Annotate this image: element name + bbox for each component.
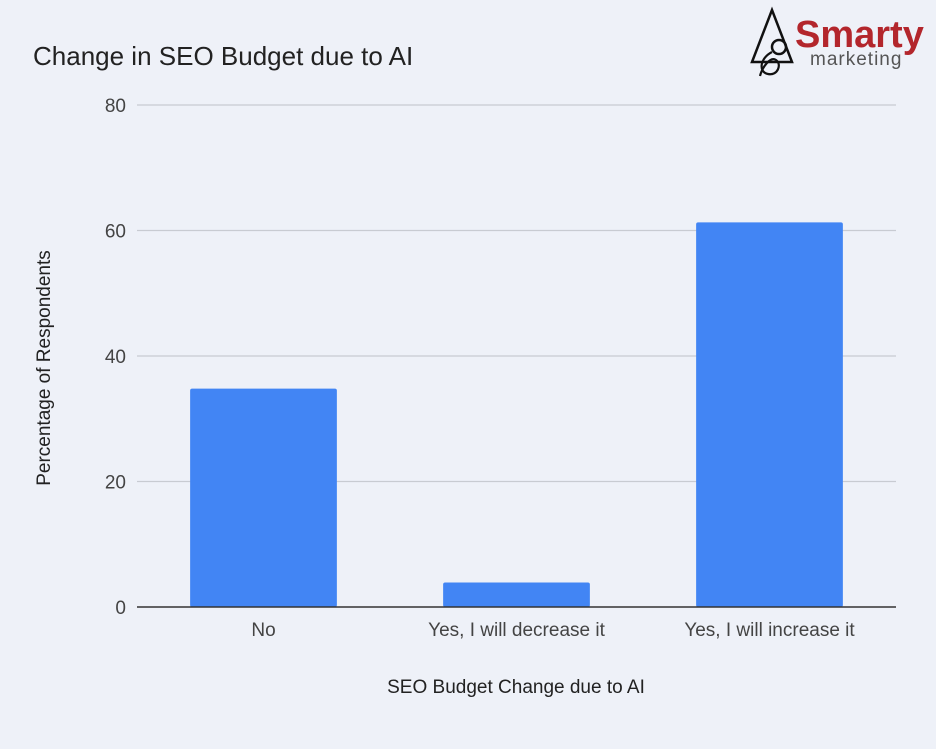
logo-name: Smarty bbox=[795, 14, 924, 56]
y-tick-label: 60 bbox=[105, 222, 126, 243]
bar-0 bbox=[190, 388, 337, 607]
y-tick-label: 40 bbox=[105, 347, 126, 368]
y-tick-label: 0 bbox=[115, 598, 126, 619]
bar-2 bbox=[696, 222, 843, 607]
x-axis-title: SEO Budget Change due to AI bbox=[387, 677, 645, 698]
y-tick-labels: 0 20 40 60 80 bbox=[105, 96, 126, 619]
y-tick-label: 20 bbox=[105, 473, 126, 494]
logo-icon bbox=[750, 6, 794, 77]
bars bbox=[190, 222, 843, 607]
logo-tagline: marketing bbox=[810, 49, 902, 70]
x-tick-labels: No Yes, I will decrease it Yes, I will inc… bbox=[251, 620, 855, 641]
bar-1 bbox=[443, 582, 590, 607]
x-tick-label: No bbox=[251, 620, 275, 641]
x-tick-label: Yes, I will decrease it bbox=[428, 620, 605, 641]
chart-title: Change in SEO Budget due to AI bbox=[33, 41, 413, 71]
smarty-marketing-logo: Smarty marketing bbox=[750, 6, 924, 77]
y-tick-label: 80 bbox=[105, 96, 126, 117]
y-axis-title: Percentage of Respondents bbox=[34, 250, 55, 486]
x-tick-label: Yes, I will increase it bbox=[684, 620, 855, 641]
